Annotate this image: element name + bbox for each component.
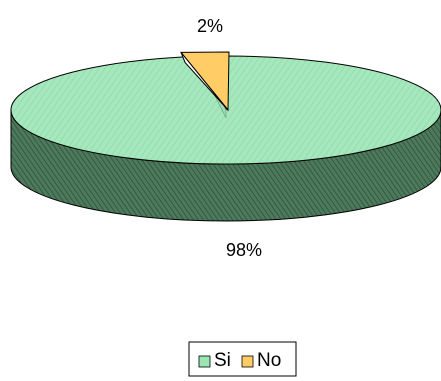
data-label-si: 98% — [226, 240, 262, 260]
legend-swatch-si — [198, 355, 211, 368]
legend: Si No — [188, 341, 297, 377]
legend-label-no: No — [257, 350, 281, 371]
legend-label-si: Si — [214, 350, 231, 371]
pie-slice-no-side — [180, 52, 229, 111]
data-label-no: 2% — [197, 16, 223, 36]
pie — [10, 51, 441, 222]
legend-swatch-no — [241, 355, 254, 368]
